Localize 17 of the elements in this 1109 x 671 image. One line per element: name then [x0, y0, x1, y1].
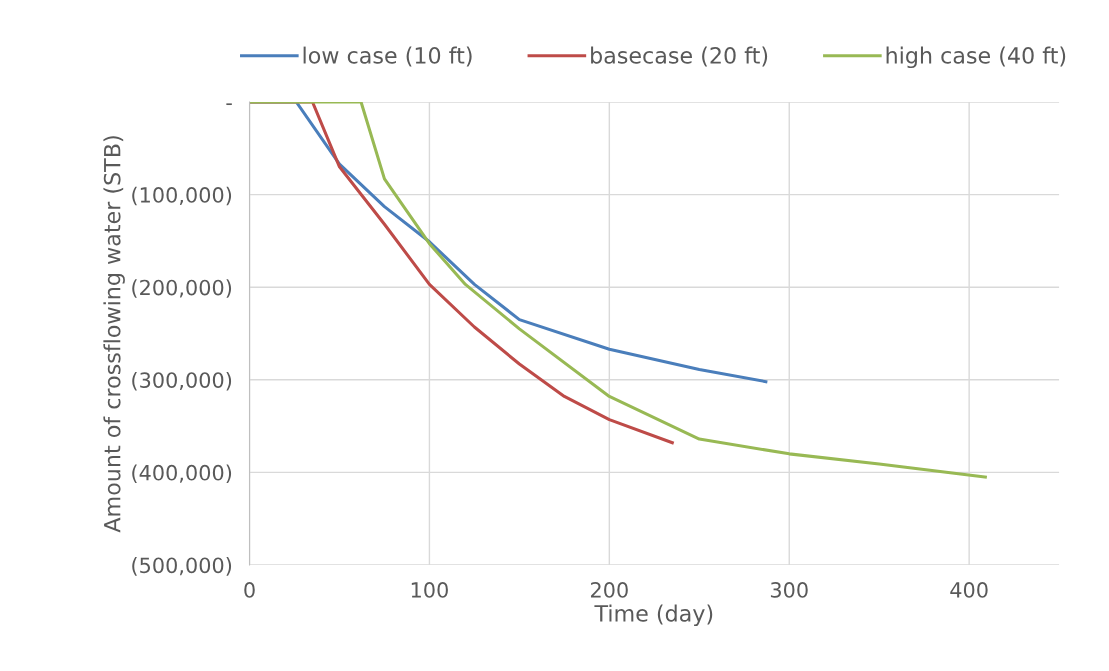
x-axis-title: Time (day) [594, 604, 713, 627]
y-tick-label: - [226, 103, 232, 106]
legend-label: basecase (20 ft) [591, 46, 768, 67]
legend-label: low case (10 ft) [303, 46, 472, 67]
y-tick-label: (100,000) [132, 186, 232, 206]
y-tick-label: (200,000) [132, 279, 232, 298]
x-tick-label: 100 [411, 582, 448, 598]
y-axis-title: Amount of crossflowing water (STB) [103, 136, 125, 533]
line-series [249, 101, 987, 479]
x-tick-label: 400 [950, 582, 988, 598]
x-tick-label: 300 [770, 582, 808, 598]
legend-label: high case (40 ft) [886, 46, 1066, 69]
y-tick-label: (500,000) [132, 557, 232, 576]
y-tick-label: (400,000) [132, 464, 232, 484]
y-tick-label: (300,000) [132, 371, 232, 391]
x-tick-label: 200 [590, 582, 628, 598]
x-tick-label: 0 [244, 582, 255, 598]
